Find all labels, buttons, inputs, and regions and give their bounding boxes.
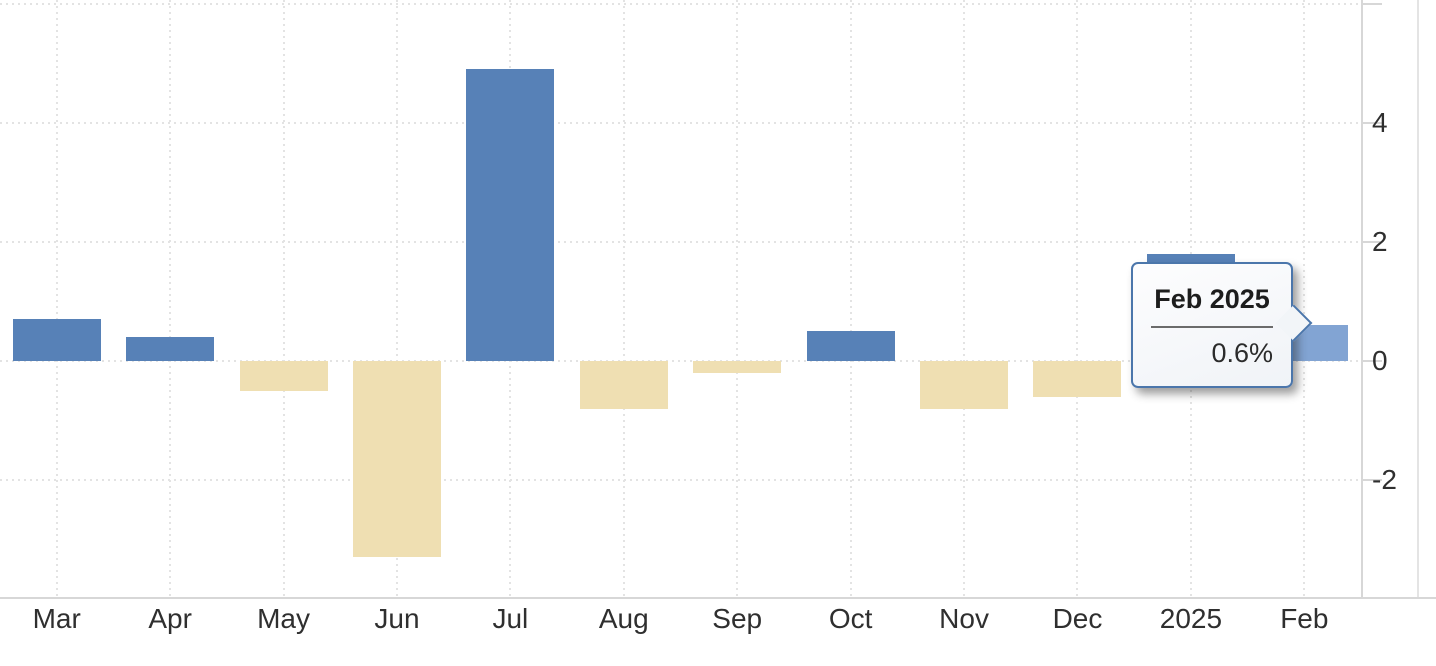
bar-may[interactable] — [239, 361, 328, 391]
bar-mar[interactable] — [12, 319, 101, 361]
x-tick-label: Mar — [32, 603, 81, 634]
x-tick-label: Jun — [374, 603, 420, 634]
x-tick-label: Apr — [148, 603, 192, 634]
x-tick-label: May — [257, 603, 310, 634]
y-axis-tick — [1361, 479, 1382, 481]
bar-aug[interactable] — [579, 361, 668, 409]
vertical-gridline — [395, 0, 398, 597]
y-tick-label: -2 — [1372, 464, 1397, 495]
vertical-gridline — [282, 0, 285, 597]
bar-sep[interactable] — [693, 361, 782, 373]
x-tick-label: Jul — [492, 603, 529, 634]
plot-right-border — [1417, 0, 1419, 597]
horizontal-gridline — [0, 241, 1361, 243]
chart-tooltip: Feb 2025 0.6% — [1131, 262, 1293, 388]
tooltip-value: 0.6% — [1211, 338, 1273, 368]
horizontal-gridline — [0, 360, 1361, 362]
y-axis-tick — [1361, 360, 1382, 362]
y-tick-label: 4 — [1372, 107, 1388, 138]
bar-apr[interactable] — [126, 337, 215, 361]
y-tick-label: 2 — [1372, 226, 1388, 257]
x-tick-label: Feb — [1280, 603, 1329, 634]
y-axis-tick — [1361, 241, 1382, 243]
y-tick-label: 0 — [1372, 345, 1388, 376]
x-tick-label: Dec — [1052, 603, 1103, 634]
x-tick-label: Sep — [712, 603, 763, 634]
vertical-gridline — [1303, 0, 1306, 597]
tooltip-separator — [1151, 326, 1273, 328]
y-axis-tick — [1361, 3, 1382, 5]
x-tick-label: 2025 — [1159, 603, 1223, 634]
tooltip-title: Feb 2025 — [1154, 284, 1270, 314]
vertical-gridline — [963, 0, 966, 597]
x-tick-label: Oct — [828, 603, 873, 634]
bar-nov[interactable] — [920, 361, 1009, 409]
horizontal-gridline — [0, 122, 1361, 124]
y-axis-tick — [1361, 122, 1382, 124]
x-tick-label: Aug — [598, 603, 649, 634]
x-axis-line — [0, 597, 1436, 599]
vertical-gridline — [55, 0, 58, 597]
vertical-gridline — [622, 0, 625, 597]
bar-dec[interactable] — [1033, 361, 1122, 397]
x-tick-label: Nov — [939, 603, 989, 634]
horizontal-gridline — [0, 479, 1361, 481]
y-axis-line — [1361, 0, 1363, 597]
vertical-gridline — [1076, 0, 1079, 597]
horizontal-gridline — [0, 3, 1361, 5]
vertical-gridline — [169, 0, 172, 597]
bar-jun[interactable] — [352, 361, 441, 558]
bar-jul[interactable] — [466, 69, 555, 361]
vertical-gridline — [849, 0, 852, 597]
bar-oct[interactable] — [806, 331, 895, 361]
vertical-gridline — [736, 0, 739, 597]
